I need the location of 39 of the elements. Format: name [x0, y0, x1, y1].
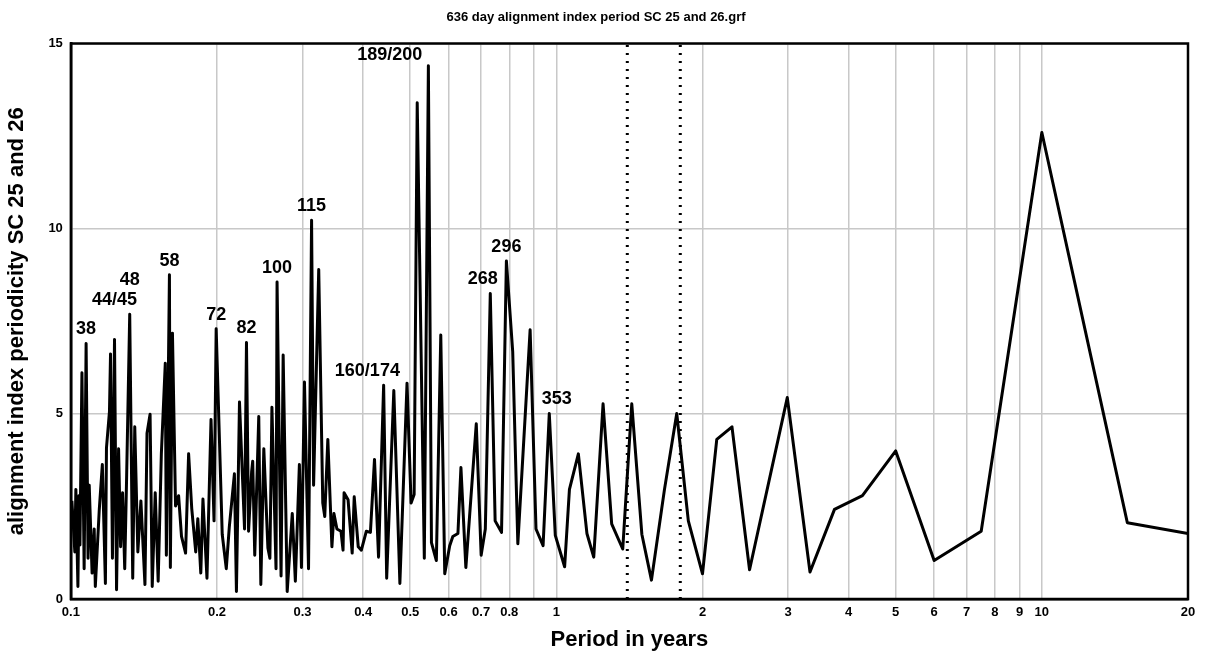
x-axis-title: Period in years [550, 625, 709, 651]
x-tick-label: 10 [1034, 604, 1050, 620]
annotation: 296 [491, 235, 522, 256]
x-tick-label: 8 [991, 604, 999, 620]
y-tick-label: 5 [55, 405, 63, 421]
annotation: 268 [467, 268, 498, 289]
x-tick-label: 9 [1016, 604, 1024, 620]
annotation: 160/174 [334, 360, 400, 381]
annotation: 44/45 [91, 289, 138, 310]
y-tick-label: 10 [48, 220, 63, 236]
x-tick-label: 0.5 [401, 604, 420, 620]
annotation: 58 [159, 249, 180, 270]
x-tick-label: 0.4 [354, 604, 373, 620]
annotation: 48 [119, 269, 140, 290]
x-tick-label: 0.6 [439, 604, 458, 620]
annotation: 115 [297, 195, 327, 216]
x-tick-label: 4 [845, 604, 854, 620]
x-tick-label: 0.2 [207, 604, 227, 620]
y-tick-label: 15 [48, 35, 63, 51]
x-tick-label: 0.3 [293, 604, 312, 620]
x-tick-label: 1 [552, 604, 560, 620]
annotation: 38 [76, 318, 97, 339]
x-tick-label: 6 [930, 604, 938, 620]
x-tick-label: 0.1 [61, 604, 80, 620]
x-tick-label: 0.7 [472, 604, 491, 620]
x-tick-label: 2 [698, 604, 707, 620]
y-axis-title: alignment index periodicity SC 25 and 26 [3, 107, 29, 536]
x-tick-label: 3 [784, 604, 792, 620]
annotation: 353 [541, 388, 572, 409]
x-tick-label: 5 [892, 604, 900, 620]
x-tick-label: 7 [963, 604, 971, 620]
annotation: 82 [236, 317, 257, 338]
x-tick-label: 0.8 [500, 604, 519, 620]
annotation: 189/200 [357, 43, 423, 64]
chart-title: 636 day alignment index period SC 25 and 26.grf [446, 9, 747, 25]
x-tick-label: 20 [1180, 604, 1196, 620]
y-tick-label: 0 [55, 590, 63, 606]
annotation: 72 [206, 303, 227, 324]
annotation: 100 [262, 257, 293, 278]
